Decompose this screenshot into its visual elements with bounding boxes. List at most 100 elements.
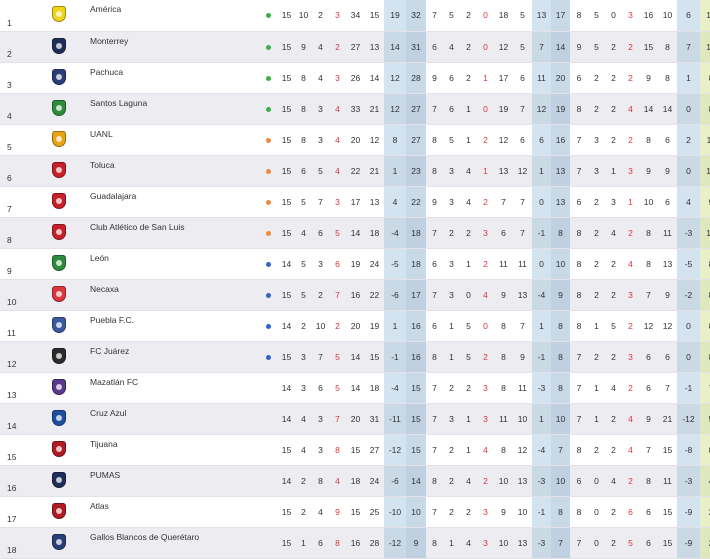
team-name[interactable]: Tijuana [90,434,258,466]
home-lost-cell: 1 [477,155,494,187]
team-logo[interactable] [28,155,90,187]
home-goals-against-cell: 5 [513,0,532,32]
team-name[interactable]: Pachuca [90,62,258,94]
atlas-crest-icon [52,502,66,519]
away-won-cell: 0 [588,465,605,497]
home-lost-cell: 2 [477,186,494,218]
team-logo[interactable] [28,341,90,373]
team-logo[interactable] [28,217,90,249]
away-goals-for-cell: 7 [639,279,658,311]
team-name[interactable]: PUMAS [90,465,258,497]
home-goal-difference-cell: -3 [532,372,551,404]
team-logo[interactable] [28,62,90,94]
home-goals-for-cell: 7 [494,186,513,218]
team-logo[interactable] [28,527,90,559]
team-logo[interactable] [28,434,90,466]
table-row[interactable]: 6Toluca15654222112383411312113731399010 [0,155,710,187]
home-won-cell: 1 [443,310,460,342]
table-row[interactable]: 4 Santos Laguna 15 8 3 4 33 21 12 27 7 6 1 0 19 7 12 19 8 2… [0,93,710,125]
points-cell: 28 [406,62,426,94]
team-name[interactable]: América [90,0,258,32]
table-row[interactable]: 7 Guadalajara 15 5 7 3 17 13 4 22 9 3 4 2 7 7 0 13 6 2 3 1 10 6… [0,186,710,218]
away-drawn-cell: 4 [605,372,622,404]
home-played-cell: 7 [426,372,443,404]
team-name[interactable]: Santos Laguna [90,93,258,125]
away-goals-for-cell: 9 [639,62,658,94]
away-goals-against-cell: 11 [658,465,677,497]
table-row[interactable]: 2 Monterrey 15 9 4 2 27 13 14 31 6 4 2 0 12 5 7 14 9 5 2 2 15 8… [0,31,710,63]
goals-against-cell: 24 [365,465,384,497]
team-name[interactable]: Cruz Azul [90,403,258,435]
home-goals-against-cell: 9 [513,341,532,373]
table-row[interactable]: 18 Gallos Blancos de Querétaro 15 1 6 8 16 28 -1… [0,527,710,559]
table-row[interactable]: 12 FC Juárez 15 3 7 5 14 15 -1 16 8 1 5 2 8 9 -1 8 7 2 2 3 6 6 0… [0,341,710,373]
home-goals-against-cell: 11 [513,372,532,404]
table-row[interactable]: 16 PUMAS 14 2 8 4 18 24 -6 14 8 2 4 2 10 13 -3 10 6 0 4 2 8 11-… [0,465,710,497]
home-goals-for-cell: 19 [494,93,513,125]
team-logo[interactable] [28,372,90,404]
team-name[interactable]: Atlas [90,496,258,528]
table-row[interactable]: 3Pachuca15843261412289621176112062229818 [0,62,710,94]
table-row[interactable]: 11 Puebla F.C. 14 2 10 2 20 19 1 16 6 1 5 0 8 7 1 8 8 1 5 2 12… [0,310,710,342]
points-cell: 15 [406,403,426,435]
points-cell: 32 [406,0,426,32]
goals-against-cell: 27 [365,434,384,466]
table-row[interactable]: 14 Cruz Azul 14 4 3 7 20 31 -11 15 7 3 1 3 11 10 1 10 7 1 2 4… [0,403,710,435]
home-goals-against-cell: 10 [513,403,532,435]
points-cell: 16 [406,310,426,342]
away-goals-against-cell: 13 [658,248,677,280]
team-logo[interactable] [28,403,90,435]
lost-cell: 3 [329,62,346,94]
away-goals-for-cell: 8 [639,124,658,156]
team-name[interactable]: Gallos Blancos de Querétaro [90,527,258,559]
team-name[interactable]: Monterrey [90,31,258,63]
team-logo[interactable] [28,279,90,311]
drawn-cell: 3 [312,434,329,466]
away-drawn-cell: 2 [605,403,622,435]
team-logo[interactable] [28,496,90,528]
table-row[interactable]: 13 Mazatlán FC 14 3 6 5 14 18 -4 15 7 2 2 3 8 11 -3 8 7 1 4 2… [0,372,710,404]
table-row[interactable]: 15 Tijuana 15 4 3 8 15 27 -12 15 7 2 1 4 8 12 -4 7 8 2 2 4 7 15… [0,434,710,466]
team-name[interactable]: León [90,248,258,280]
lost-cell: 8 [329,434,346,466]
played-cell: 14 [278,248,295,280]
team-logo[interactable] [28,310,90,342]
qualification-dot-icon [265,137,271,143]
team-name[interactable]: Guadalajara [90,186,258,218]
team-logo[interactable] [28,124,90,156]
away-won-cell: 2 [588,434,605,466]
table-row[interactable]: 17 Atlas 15 2 4 9 15 25 -10 10 7 2 2 3 9 10 -1 8 8 0 2 6 6 15 -9… [0,496,710,528]
home-points-cell: 7 [551,434,570,466]
team-logo[interactable] [28,0,90,32]
home-won-cell: 2 [443,217,460,249]
goals-for-cell: 15 [346,496,365,528]
team-logo[interactable] [28,31,90,63]
table-row[interactable]: 1 América 15 10 2 3 34 15 19 32 7 5 2 0 18 5 13 17 8 5 0 3 16 1… [0,0,710,32]
team-name[interactable]: Club Atlético de San Luis [90,217,258,249]
away-played-cell: 7 [570,372,588,404]
team-name[interactable]: Toluca [90,155,258,187]
team-name[interactable]: Necaxa [90,279,258,311]
away-played-cell: 6 [570,465,588,497]
away-lost-cell: 2 [622,372,639,404]
team-logo[interactable] [28,93,90,125]
qualification-cell [258,341,278,373]
qualification-dot-icon [265,106,271,112]
team-logo[interactable] [28,186,90,218]
table-row[interactable]: 5UANL1583420128278512126616732286211 [0,124,710,156]
home-lost-cell: 0 [477,0,494,32]
team-name[interactable]: FC Juárez [90,341,258,373]
team-name[interactable]: Mazatlán FC [90,372,258,404]
team-logo[interactable] [28,248,90,280]
qualification-cell [258,31,278,63]
points-cell: 17 [406,279,426,311]
home-points-cell: 8 [551,310,570,342]
team-name[interactable]: Puebla F.C. [90,310,258,342]
away-goals-against-cell: 21 [658,403,677,435]
table-row[interactable]: 8 Club Atlético de San Luis 15 4 6 5 14 18 -4 18 7… [0,217,710,249]
team-logo[interactable] [28,465,90,497]
qualification-dot-icon [265,261,271,267]
team-name[interactable]: UANL [90,124,258,156]
